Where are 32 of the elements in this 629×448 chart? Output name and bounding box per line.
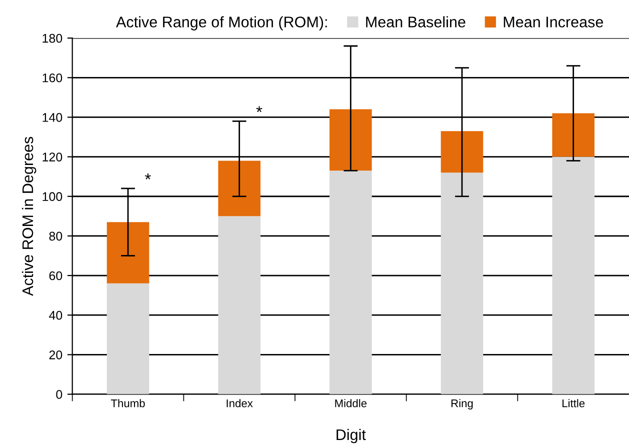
y-axis-title: Active ROM in Degrees — [22, 136, 36, 296]
x-axis-title: Digit — [336, 428, 366, 444]
bar — [106, 283, 150, 394]
legend-label: Mean Baseline — [366, 16, 466, 28]
x-tick-label: Little — [562, 399, 585, 408]
x-tick-label: Index — [226, 399, 253, 408]
y-tick-label: 40 — [49, 310, 62, 320]
annotation: * — [256, 106, 262, 112]
y-tick-label: 0 — [56, 390, 62, 399]
bar — [218, 160, 260, 216]
y-tick-label: 80 — [49, 232, 62, 241]
legend-label: Mean Increase — [504, 16, 604, 28]
annotation: * — [144, 174, 151, 180]
y-tick-label: 160 — [42, 73, 62, 82]
bar — [218, 216, 260, 394]
bar — [106, 222, 150, 284]
y-tick-label: 180 — [42, 34, 62, 43]
y-tick-label: 120 — [42, 152, 62, 162]
bar — [440, 172, 484, 394]
y-tick-label: 60 — [49, 271, 62, 280]
bar — [552, 156, 594, 394]
x-tick-label: Middle — [335, 399, 367, 408]
legend-title: Active Range of Motion (ROM): — [116, 16, 327, 30]
bar — [552, 113, 594, 157]
x-tick-label: Thumb — [110, 399, 145, 408]
x-tick-label: Ring — [451, 399, 473, 410]
y-tick-label: 20 — [49, 350, 62, 360]
y-tick-label: 100 — [42, 192, 62, 202]
y-tick-label: 140 — [42, 113, 62, 122]
bar — [440, 131, 484, 173]
bar — [330, 170, 372, 394]
bar — [330, 109, 372, 171]
